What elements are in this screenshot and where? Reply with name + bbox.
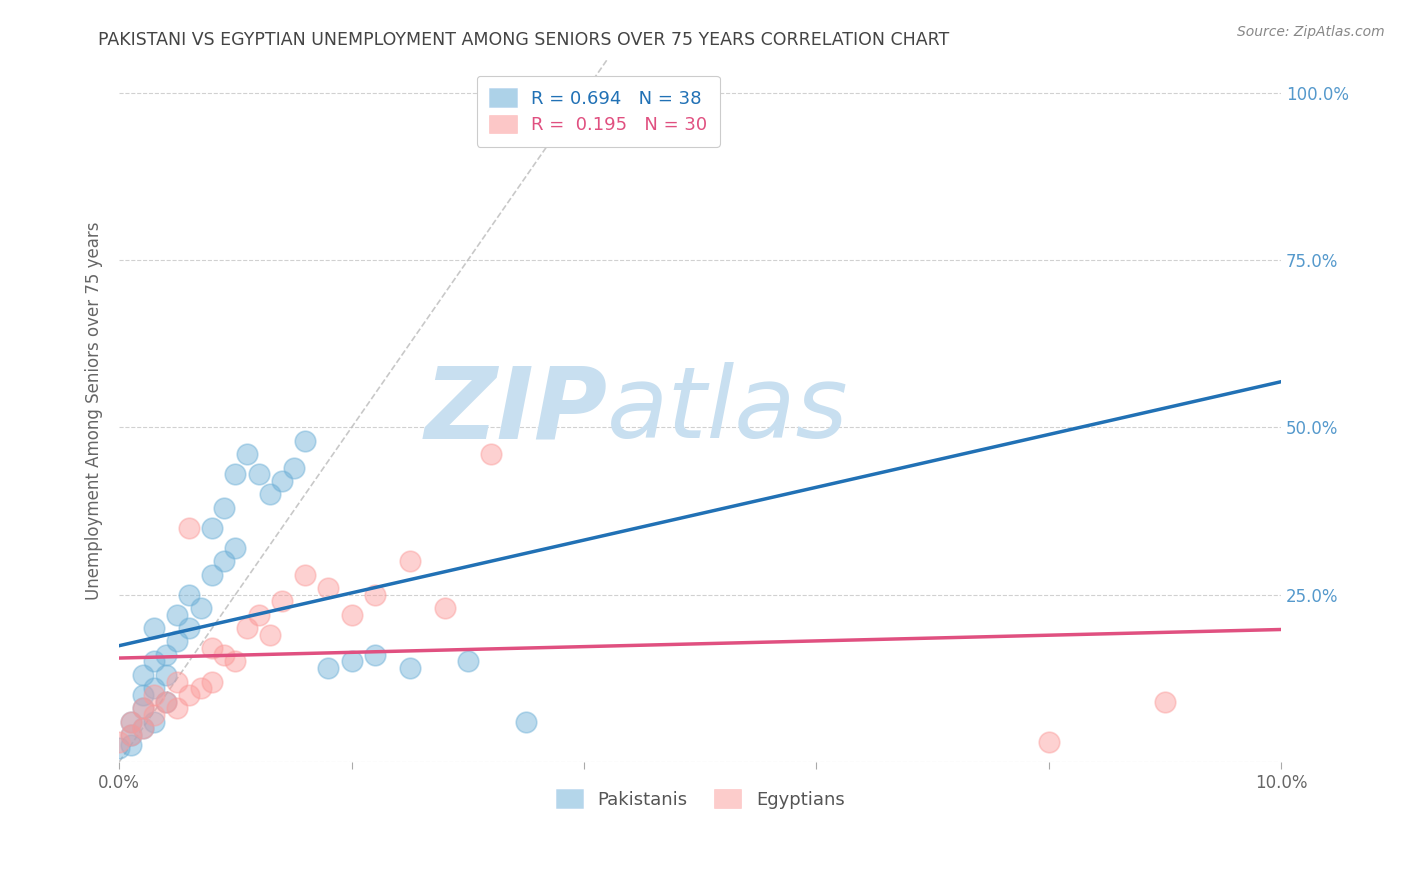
Point	[143, 714, 166, 729]
Point	[224, 467, 246, 482]
Point	[131, 722, 153, 736]
Point	[120, 714, 142, 729]
Point	[166, 634, 188, 648]
Point	[177, 588, 200, 602]
Point	[294, 434, 316, 448]
Point	[318, 581, 340, 595]
Point	[177, 621, 200, 635]
Point	[236, 447, 259, 461]
Point	[131, 701, 153, 715]
Point	[131, 688, 153, 702]
Point	[236, 621, 259, 635]
Point	[155, 695, 177, 709]
Point	[201, 521, 224, 535]
Point	[247, 467, 270, 482]
Point	[340, 655, 363, 669]
Point	[108, 741, 131, 756]
Point	[131, 668, 153, 682]
Point	[515, 714, 537, 729]
Point	[398, 554, 420, 568]
Point	[120, 738, 142, 752]
Legend: Pakistanis, Egyptians: Pakistanis, Egyptians	[548, 782, 852, 816]
Point	[120, 728, 142, 742]
Point	[190, 601, 212, 615]
Point	[143, 621, 166, 635]
Point	[131, 722, 153, 736]
Point	[143, 681, 166, 696]
Text: atlas: atlas	[607, 362, 849, 459]
Point	[177, 521, 200, 535]
Y-axis label: Unemployment Among Seniors over 75 years: Unemployment Among Seniors over 75 years	[86, 221, 103, 600]
Point	[120, 728, 142, 742]
Point	[155, 648, 177, 662]
Point	[1153, 695, 1175, 709]
Point	[259, 628, 281, 642]
Point	[143, 655, 166, 669]
Point	[166, 701, 188, 715]
Point	[247, 607, 270, 622]
Point	[364, 588, 387, 602]
Point	[212, 500, 235, 515]
Point	[433, 601, 456, 615]
Point	[212, 648, 235, 662]
Text: Source: ZipAtlas.com: Source: ZipAtlas.com	[1237, 25, 1385, 39]
Point	[224, 655, 246, 669]
Point	[108, 735, 131, 749]
Text: ZIP: ZIP	[425, 362, 607, 459]
Point	[224, 541, 246, 555]
Point	[457, 655, 479, 669]
Point	[259, 487, 281, 501]
Point	[398, 661, 420, 675]
Text: PAKISTANI VS EGYPTIAN UNEMPLOYMENT AMONG SENIORS OVER 75 YEARS CORRELATION CHART: PAKISTANI VS EGYPTIAN UNEMPLOYMENT AMONG…	[98, 31, 949, 49]
Point	[201, 567, 224, 582]
Point	[271, 474, 294, 488]
Point	[166, 674, 188, 689]
Point	[143, 688, 166, 702]
Point	[479, 447, 502, 461]
Point	[364, 648, 387, 662]
Point	[283, 460, 305, 475]
Point	[318, 661, 340, 675]
Point	[166, 607, 188, 622]
Point	[1038, 735, 1060, 749]
Point	[201, 674, 224, 689]
Point	[177, 688, 200, 702]
Point	[131, 701, 153, 715]
Point	[143, 708, 166, 723]
Point	[190, 681, 212, 696]
Point	[212, 554, 235, 568]
Point	[155, 695, 177, 709]
Point	[271, 594, 294, 608]
Point	[340, 607, 363, 622]
Point	[155, 668, 177, 682]
Point	[201, 641, 224, 656]
Point	[120, 714, 142, 729]
Point	[294, 567, 316, 582]
